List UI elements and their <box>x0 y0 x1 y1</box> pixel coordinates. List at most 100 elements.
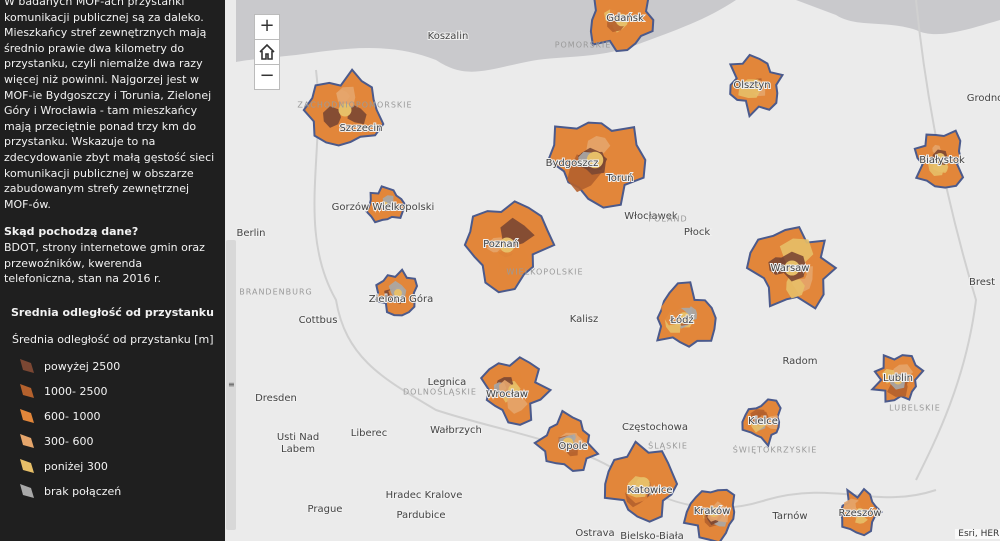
place-label: Cottbus <box>299 315 338 326</box>
core-city <box>381 201 389 209</box>
place-label: Warsaw <box>770 263 809 274</box>
attribution: Esri, HERE <box>955 529 1000 539</box>
legend-swatch <box>20 359 34 374</box>
region-label: WIELKOPOLSKIE <box>506 268 583 277</box>
description: W badanych MOF-ach przystanki komunikacj… <box>4 0 215 211</box>
sea <box>236 0 736 72</box>
core-city <box>678 312 690 324</box>
border <box>915 0 978 481</box>
place-label: Katowice <box>627 485 672 496</box>
scrollbar[interactable]: ≡ <box>226 240 236 530</box>
place-label: Włocławek <box>624 211 678 222</box>
place-label: Liberec <box>351 428 387 439</box>
mof-area <box>589 0 655 53</box>
zoom-in[interactable]: + <box>254 14 280 40</box>
place-label: Prague <box>308 504 343 515</box>
gmina <box>766 415 778 430</box>
sea <box>796 0 1000 35</box>
place-label: Białystok <box>919 155 965 166</box>
mof-area <box>463 200 556 294</box>
place-label: Poznań <box>483 238 519 250</box>
mof-area <box>302 68 385 147</box>
legend-heading: Srednia odległość od przystanku <box>11 305 214 319</box>
region-label: POLAND <box>648 215 687 224</box>
mof-area <box>603 440 679 523</box>
legend-swatch <box>20 384 34 399</box>
swatch-shape <box>20 459 34 474</box>
place-label: Berlin <box>236 228 265 239</box>
mof-area <box>741 398 782 448</box>
place-label: Zielona Góra <box>369 293 433 305</box>
region-label: ŚWIĘTOKRZYSKIE <box>733 444 818 455</box>
home-button[interactable] <box>254 39 280 65</box>
place-label: Toruń <box>605 172 633 184</box>
region-label: LUBELSKIE <box>889 404 941 413</box>
mof-area <box>745 225 838 310</box>
region-label: DOLNOŚLĄSKIE <box>403 386 477 397</box>
place-label: Radom <box>782 356 817 367</box>
region-label: ŚLĄSKIE <box>648 440 688 451</box>
mof-area <box>913 129 965 189</box>
core-city <box>394 289 402 297</box>
legend-swatch <box>20 459 34 474</box>
region-label: POMORSKIE <box>555 41 612 50</box>
mof-area <box>547 121 647 209</box>
core-city <box>615 13 629 27</box>
core-city <box>784 260 800 276</box>
legend-label: 1000- 2500 <box>44 384 108 398</box>
place-label: Gdańsk <box>606 12 644 24</box>
core-city <box>856 508 864 516</box>
source-heading: Skąd pochodzą dane? <box>4 225 139 239</box>
place-label: Usti Nad Labem <box>277 432 319 455</box>
legend-item: 300- 600 <box>18 429 216 454</box>
place-label: Kielce <box>748 416 778 427</box>
legend-item: 1000- 2500 <box>18 379 216 404</box>
mof-area <box>533 409 600 473</box>
gmina <box>567 154 602 193</box>
place-label: Łódź <box>669 314 693 326</box>
place-label: Tarnów <box>771 510 807 522</box>
gmina <box>507 393 528 414</box>
core-city <box>708 506 720 518</box>
legend-item: brak połączeń <box>18 479 216 504</box>
core-city <box>499 237 515 253</box>
core-city <box>636 477 650 491</box>
legend-item: 600- 1000 <box>18 404 216 429</box>
gmina <box>323 106 341 128</box>
core-city <box>893 375 903 385</box>
gmina <box>855 515 868 524</box>
place-label: Kalisz <box>570 314 599 325</box>
place-label: Koszalin <box>428 31 469 42</box>
place-label: Kraków <box>694 505 731 517</box>
legend: powyżej 2500 1000- 2500 600- 1000 300- 600 p… <box>4 354 216 504</box>
swatch-shape <box>20 359 34 374</box>
place-label: Gorzów Wielkopolski <box>332 201 435 213</box>
legend-label: 600- 1000 <box>44 409 101 423</box>
mof-area <box>839 487 883 537</box>
place-label: Bielsko-Biała <box>620 531 684 541</box>
core-city <box>508 384 520 396</box>
legend-item: powyżej 2500 <box>18 354 216 379</box>
mof-area <box>365 185 407 224</box>
place-label: Częstochowa <box>622 422 688 433</box>
place-label: Wałbrzych <box>430 425 482 436</box>
swatch-shape <box>20 384 34 399</box>
place-label: Rzeszów <box>838 507 881 519</box>
swatch-shape <box>20 484 34 499</box>
legend-swatch <box>20 409 34 424</box>
mof-area <box>656 281 717 348</box>
region-label: BRANDENBURG <box>239 288 312 297</box>
place-label: Bydgoszcz <box>546 158 599 169</box>
legend-item: poniżej 300 <box>18 454 216 479</box>
legend-title: Średnia odległość od przystanku [m] <box>12 333 214 347</box>
swatch-shape <box>20 409 34 424</box>
legend-swatch <box>20 434 34 449</box>
legend-label: 300- 600 <box>44 434 94 448</box>
side-panel: W badanych MOF-ach przystanki komunikacj… <box>0 0 225 541</box>
place-label: Szczecin <box>339 123 382 134</box>
gmina <box>347 105 367 125</box>
zoom-out[interactable]: − <box>254 64 280 90</box>
legend-label: poniżej 300 <box>44 459 108 473</box>
mof-area <box>682 488 736 541</box>
